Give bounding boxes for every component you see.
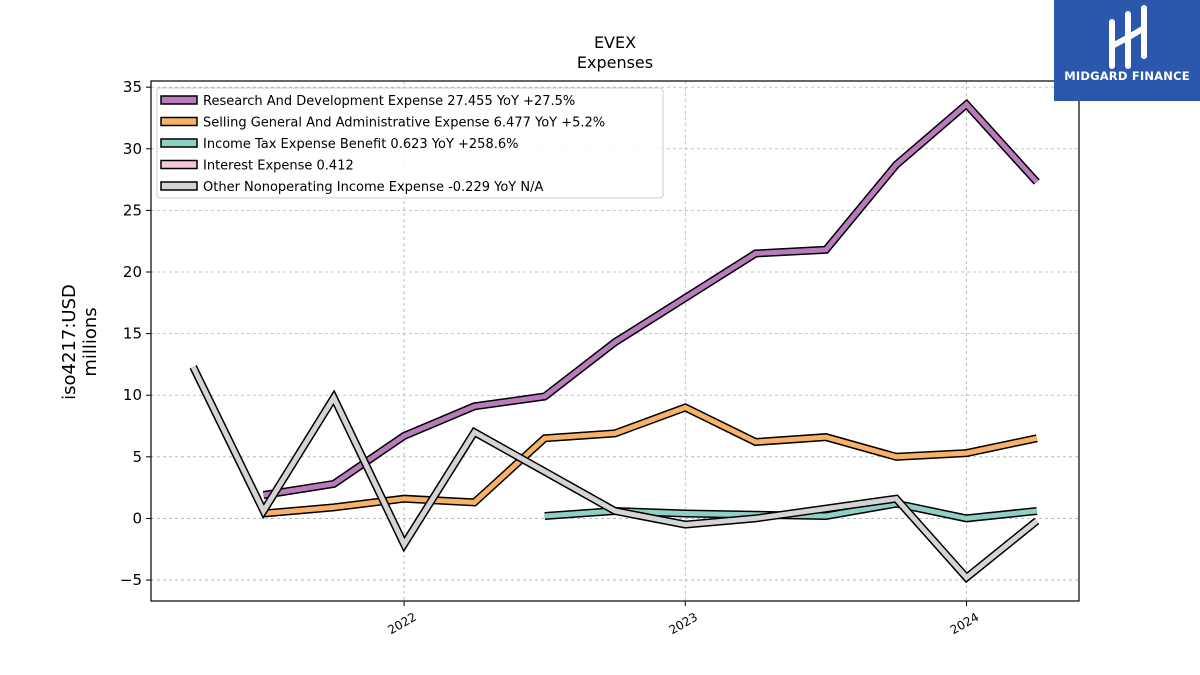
y-tick-label: 0 — [132, 509, 142, 527]
legend-entry: Income Tax Expense Benefit 0.623 YoY +25… — [203, 137, 518, 152]
y-tick-label: 30 — [123, 140, 142, 158]
y-tick-label: −5 — [120, 571, 142, 589]
legend-entry: Research And Development Expense 27.455 … — [203, 94, 575, 109]
chart-title: EVEX — [594, 33, 636, 52]
series-line-0 — [263, 100, 1039, 498]
legend — [156, 87, 664, 199]
y-tick-label: 25 — [123, 201, 142, 219]
legend-entry: Selling General And Administrative Expen… — [203, 116, 605, 131]
chart-subtitle: Expenses — [577, 53, 653, 72]
logo-text: MIDGARD FINANCE — [1064, 69, 1190, 83]
x-tick-label: 2023 — [667, 610, 700, 637]
y-tick-label: 20 — [123, 263, 142, 281]
y-tick-label: 5 — [132, 448, 142, 466]
series-outline-4 — [189, 365, 1040, 584]
series-line-4 — [190, 365, 1039, 582]
legend-entry: Interest Expense 0.412 — [203, 159, 354, 174]
y-tick-label: 35 — [123, 78, 142, 96]
plot-frame — [150, 80, 1080, 602]
legend-swatch — [160, 95, 198, 105]
x-tick-label: 2024 — [948, 610, 981, 637]
midgard-finance-logo: MIDGARD FINANCE — [1054, 0, 1200, 101]
y-tick-label: 10 — [123, 386, 142, 404]
y-tick-label: 15 — [123, 325, 142, 343]
logo-mark-icon — [1109, 5, 1147, 69]
series-line-1 — [263, 404, 1038, 516]
x-tick-label: 2022 — [385, 610, 418, 637]
legend-swatch — [160, 159, 198, 170]
legend-swatch — [160, 138, 198, 148]
legend-swatch — [160, 116, 198, 127]
y-axis-label: iso4217:USDmillions — [59, 284, 101, 400]
legend-swatch — [160, 181, 198, 191]
legend-entry: Other Nonoperating Income Expense -0.229… — [203, 180, 543, 195]
